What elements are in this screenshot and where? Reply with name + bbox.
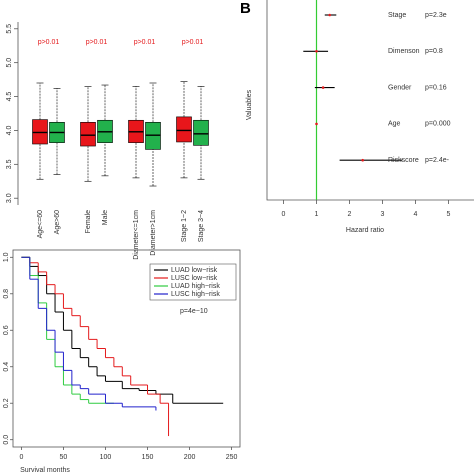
y-tick-label: 0.0 (3, 435, 10, 445)
p-value: p>0.01 (182, 39, 204, 46)
hazard-point (315, 50, 318, 53)
x-tick-label: Age>60 (54, 210, 61, 234)
x-tick-label: 200 (184, 454, 196, 461)
x-tick-label: Stage 1~2 (181, 210, 188, 242)
p-value: p>0.01 (86, 39, 108, 46)
x-axis-label: Survival months (20, 467, 70, 474)
y-tick-label: 1.0 (3, 252, 10, 262)
x-axis-label: Hazard ratio (346, 227, 384, 234)
legend-label: LUAD high−risk (171, 283, 220, 290)
x-tick-label: Stage 3~4 (198, 210, 205, 242)
y-tick-label: 3.0 (6, 193, 13, 203)
variable-label: Riskscore (388, 157, 419, 164)
x-tick-label: 2 (348, 211, 352, 218)
y-tick-label: 0.8 (3, 289, 10, 299)
hazard-point (361, 158, 365, 162)
x-tick-label: Male (102, 210, 109, 225)
y-tick-label: 4.5 (6, 92, 13, 102)
x-tick-label: 1 (315, 211, 319, 218)
p-value: p>0.01 (38, 39, 60, 46)
variable-label: Age (388, 121, 401, 128)
y-axis-label: Valuables (246, 89, 253, 120)
x-tick-label: Age<=60 (37, 210, 44, 239)
x-tick-label: 0 (19, 454, 23, 461)
p-value: p=2.4e- (425, 157, 450, 164)
x-tick-label: 50 (60, 454, 68, 461)
variable-label: Gender (388, 84, 412, 91)
legend-label: LUAD low−risk (171, 267, 218, 274)
plot-frame (266, 0, 474, 201)
p-value: p=0.000 (425, 121, 451, 128)
x-tick-label: 0 (282, 211, 286, 218)
p-value: p=0.8 (425, 48, 443, 55)
y-tick-label: 0.6 (3, 325, 10, 335)
y-tick-label: 5.5 (6, 24, 13, 34)
hazard-point (328, 13, 332, 17)
x-tick-label: Diameter>1cm (150, 210, 157, 256)
variable-label: Stage (388, 12, 406, 19)
box (193, 119, 209, 146)
y-tick-label: 5.0 (6, 58, 13, 68)
x-tick-label: 5 (447, 211, 451, 218)
hazard-point (321, 86, 325, 89)
x-tick-label: 3 (381, 211, 385, 218)
y-tick-label: 0.2 (3, 398, 10, 408)
x-tick-label: Diameter<=1cm (133, 210, 140, 260)
box (176, 116, 192, 143)
x-tick-label: 4 (414, 211, 418, 218)
p-value: p=2.3e (425, 12, 447, 19)
p-value: p=4e−10 (180, 308, 208, 315)
x-tick-label: Female (85, 210, 92, 233)
plot-frame (12, 249, 241, 448)
y-tick-label: 0.4 (3, 362, 10, 372)
x-tick-label: 100 (100, 454, 112, 461)
x-tick-label: 150 (142, 454, 154, 461)
x-tick-label: 250 (226, 454, 238, 461)
hazard-point (315, 122, 318, 126)
box (80, 122, 96, 147)
y-tick-label: 3.5 (6, 159, 13, 169)
legend-label: LUSC low−risk (171, 275, 218, 282)
y-tick-label: 4.0 (6, 125, 13, 135)
p-value: p>0.01 (134, 39, 156, 46)
panel-label: B (240, 0, 251, 17)
legend-label: LUSC high−risk (171, 291, 220, 298)
variable-label: Dimenson (388, 48, 420, 55)
p-value: p=0.16 (425, 84, 447, 91)
